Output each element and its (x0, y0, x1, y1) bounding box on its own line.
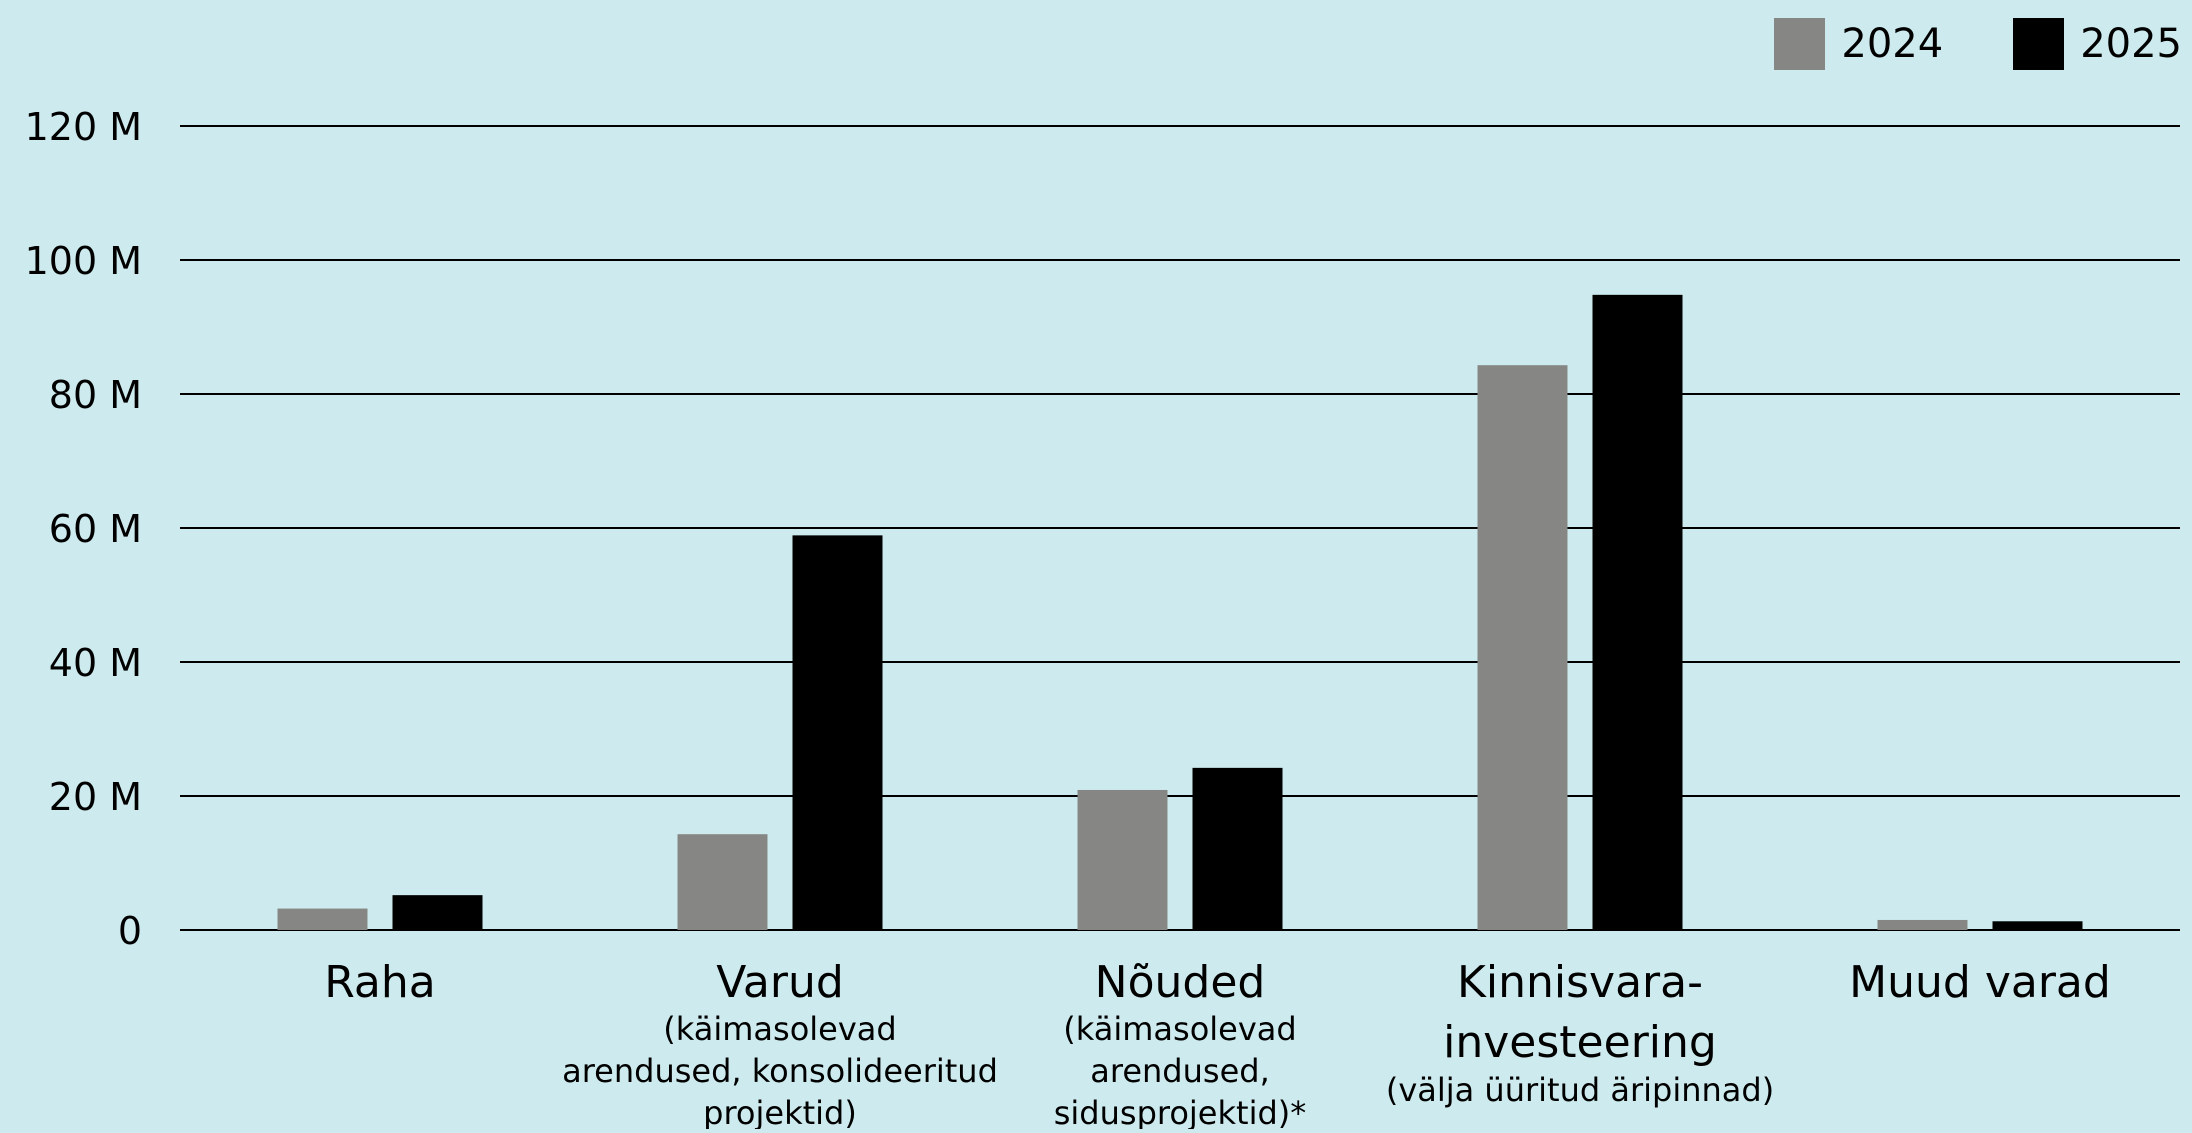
x-category-sublabel-3-0: (välja üüritud äripinnad) (1386, 1071, 1774, 1109)
bar-2024-3 (1477, 365, 1568, 930)
bar-2025-1 (792, 535, 883, 930)
y-tick-label-100: 100 M (25, 239, 142, 283)
bar-2024-0 (277, 908, 368, 930)
x-category-sublabel-2-1: arendused, (1090, 1052, 1269, 1090)
bar-2025-4 (1992, 921, 2083, 930)
y-tick-label-40: 40 M (49, 641, 142, 685)
bar-2025-0 (392, 895, 483, 930)
bar-2025-3 (1592, 294, 1683, 931)
x-category-sublabel-2-0: (käimasolevad (1063, 1010, 1296, 1048)
legend-label-2024: 2024 (1841, 21, 1944, 67)
bar-2024-2 (1077, 789, 1168, 930)
y-tick-label-20: 20 M (49, 775, 142, 819)
x-category-label-3-0: Kinnisvara- (1457, 957, 1703, 1008)
legend-item-2025: 2025 (2013, 18, 2182, 70)
x-category-sublabel-2-2: sidusprojektid)* (1054, 1094, 1307, 1129)
x-category-label-4-0: Muud varad (1849, 957, 2111, 1008)
legend-item-2024: 2024 (1774, 18, 1943, 70)
bar-2024-1 (677, 834, 768, 930)
chart-legend: 2024 2025 (1704, 18, 2182, 70)
x-category-sublabel-1-2: projektid) (703, 1094, 857, 1129)
x-category-label-0-0: Raha (324, 957, 435, 1008)
x-category-sublabel-1-0: (käimasolevad (663, 1010, 896, 1048)
x-category-label-3-1: investeering (1443, 1017, 1717, 1068)
y-tick-label-120: 120 M (25, 105, 142, 149)
legend-swatch-2025 (2013, 18, 2065, 70)
x-category-label-2-0: Nõuded (1095, 957, 1266, 1008)
legend-label-2025: 2025 (2080, 21, 2182, 67)
y-tick-label-80: 80 M (49, 373, 142, 417)
bar-2024-4 (1877, 919, 1968, 930)
x-category-label-1-0: Varud (716, 957, 844, 1008)
y-tick-label-0: 0 (118, 909, 142, 953)
x-category-sublabel-1-1: arendused, konsolideeritud (562, 1052, 998, 1090)
legend-swatch-2024 (1774, 18, 1826, 70)
bar-2025-2 (1192, 767, 1283, 930)
y-tick-label-60: 60 M (49, 507, 142, 551)
